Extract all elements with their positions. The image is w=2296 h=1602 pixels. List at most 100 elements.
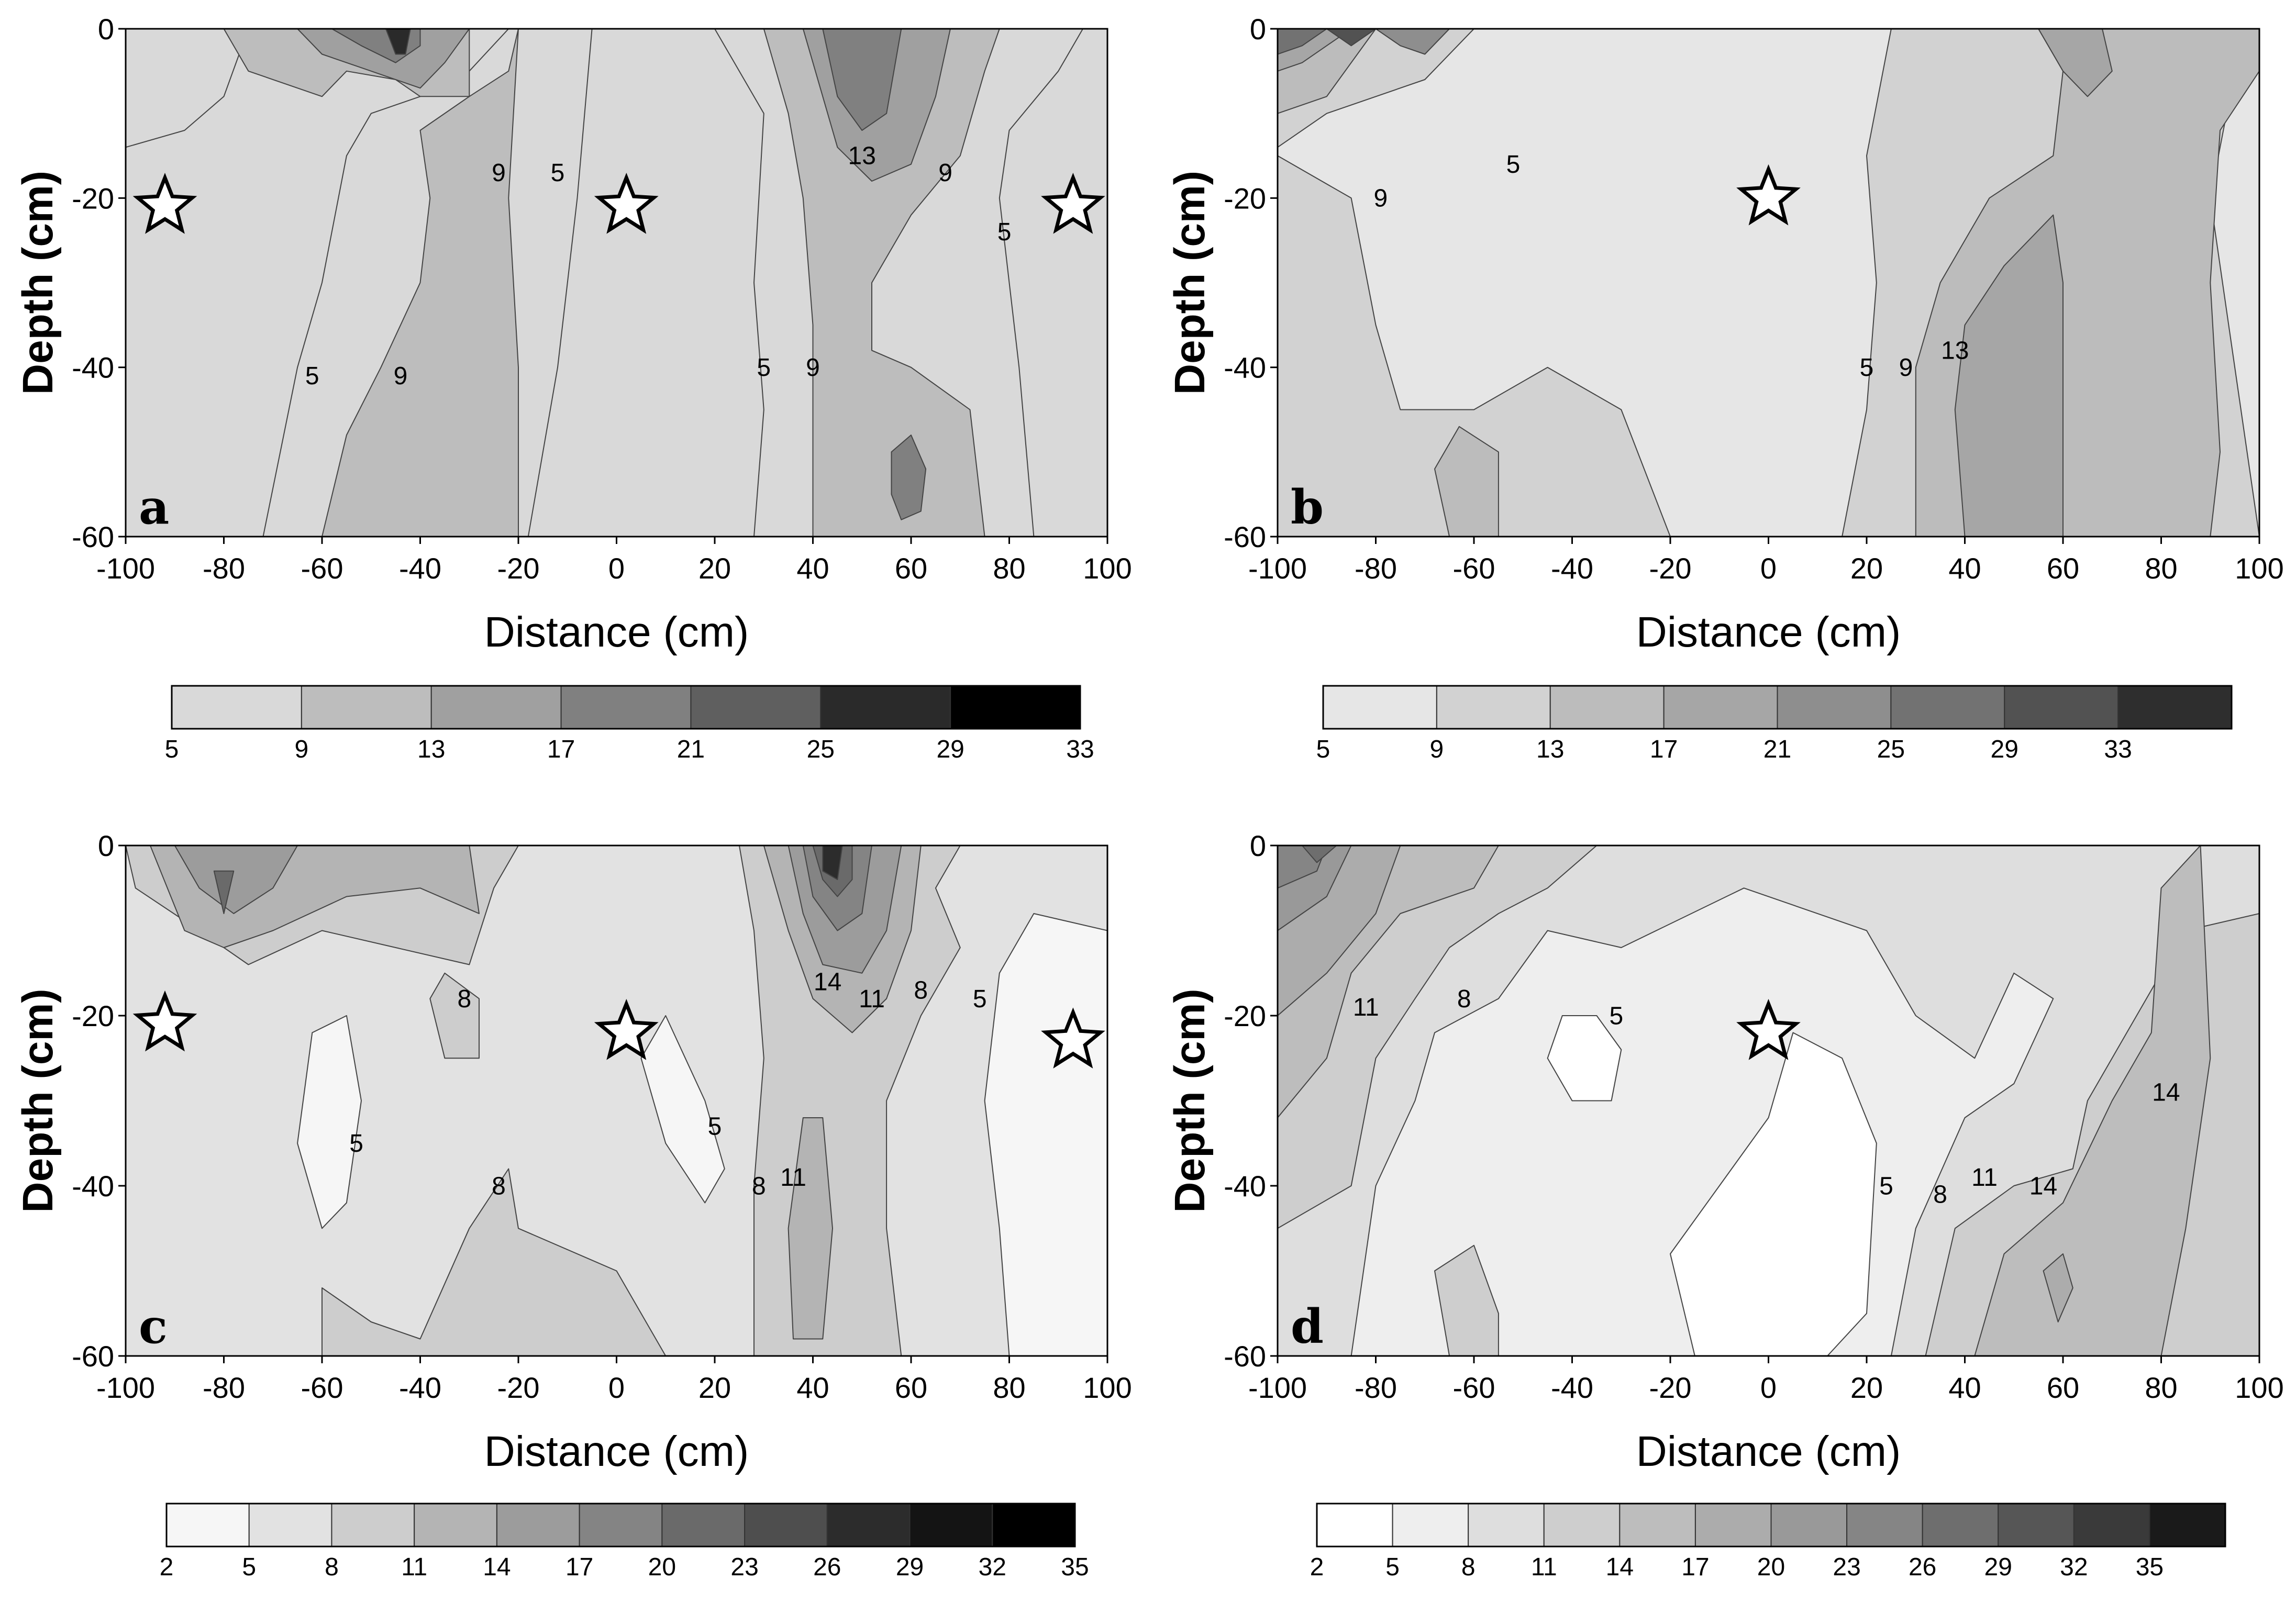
- y-axis-title: Depth (cm): [1166, 988, 1214, 1212]
- colorbar-tick-label: 13: [417, 736, 445, 763]
- colorbar-tick-label: 25: [807, 736, 835, 763]
- y-tick-label: -40: [1224, 351, 1266, 384]
- contour-region: [213, 870, 235, 914]
- x-tick-label: -100: [1248, 552, 1307, 585]
- contour-label: 9: [394, 362, 408, 390]
- contour-region: [1954, 214, 2064, 537]
- x-tick-label: 40: [1948, 1371, 1981, 1404]
- x-tick-label: -40: [1551, 1371, 1593, 1404]
- contour-region: [822, 29, 902, 131]
- contour-region: [1434, 1244, 1499, 1356]
- contour-label: 9: [1899, 354, 1913, 382]
- colorbar-segment: [1846, 1503, 1923, 1547]
- x-tick-label: 80: [2145, 1371, 2177, 1404]
- x-tick-label: 40: [1948, 552, 1981, 585]
- y-tick-label: -60: [1224, 1340, 1266, 1373]
- x-tick-label: 100: [2235, 552, 2283, 585]
- colorbar-segment: [248, 1503, 332, 1547]
- colorbar: 2 5 8 11 14 17 20 23 26 29 32 35: [1310, 1503, 2226, 1581]
- colorbar-tick-label: 23: [730, 1553, 758, 1581]
- x-tick-label: 40: [796, 552, 829, 585]
- colorbar-segment: [560, 685, 692, 729]
- colorbar-segment: [1316, 1503, 1393, 1547]
- contour-region: [1326, 29, 1377, 47]
- colorbar-segment: [301, 685, 432, 729]
- panel-a: -100 -80 -60 -40 -20 0 20 40 60 80 100 0 -20 -40 -60 Di…: [14, 13, 1132, 763]
- contour-region: [640, 1015, 725, 1204]
- contour-label: 8: [1933, 1181, 1947, 1209]
- contour-region: [1375, 29, 1450, 55]
- x-tick-label: 20: [698, 552, 731, 585]
- contour-fills: [1278, 846, 2259, 1356]
- panel-letter: b: [1291, 480, 1324, 535]
- star-marker: [132, 990, 197, 1052]
- colorbar-tick-label: 17: [1650, 736, 1678, 763]
- contour-label: 5: [1506, 151, 1521, 179]
- colorbar-segment: [1922, 1503, 1999, 1547]
- contour-region: [174, 846, 298, 914]
- x-tick-label: -80: [1355, 552, 1397, 585]
- colorbar-segment: [2004, 685, 2119, 729]
- panel-letter: c: [139, 1299, 168, 1354]
- contour-region: [385, 29, 411, 55]
- colorbar-tick-label: 35: [1061, 1553, 1089, 1581]
- x-tick-label: 80: [993, 552, 1025, 585]
- colorbar-tick-label: 2: [160, 1553, 174, 1581]
- y-tick-label: 0: [1250, 13, 1266, 46]
- star-marker: [1736, 164, 1801, 226]
- x-tick-label: 0: [1760, 1371, 1777, 1404]
- x-tick-label: 100: [1083, 1371, 1132, 1404]
- x-tick-label: 100: [1083, 552, 1132, 585]
- colorbar-segment: [1323, 685, 1437, 729]
- colorbar-tick-label: 20: [648, 1553, 676, 1581]
- x-tick-label: -40: [399, 1371, 441, 1404]
- contour-label: 11: [859, 985, 885, 1013]
- y-tick-label: -60: [72, 520, 114, 553]
- contour-label: 13: [848, 142, 876, 170]
- contour-region: [1974, 846, 2211, 1356]
- contour-region: [1278, 155, 1671, 537]
- x-tick-label: 60: [2047, 1371, 2079, 1404]
- colorbar-tick-label: 5: [1385, 1553, 1400, 1581]
- contour-label: 8: [458, 985, 472, 1013]
- x-tick-label: -20: [497, 1371, 540, 1404]
- x-tick-label: -80: [1355, 1371, 1397, 1404]
- contour-label: 14: [2029, 1172, 2057, 1200]
- y-tick-label: -40: [1224, 1170, 1266, 1203]
- colorbar-tick-label: 35: [2136, 1553, 2164, 1581]
- colorbar-segment: [1543, 1503, 1621, 1547]
- contour-label: 9: [1374, 185, 1388, 213]
- contour-region: [1434, 426, 1499, 537]
- colorbar-segment: [1998, 1503, 2075, 1547]
- colorbar-tick-label: 9: [295, 736, 309, 763]
- y-tick-label: -20: [72, 182, 114, 215]
- colorbar-segment: [820, 685, 951, 729]
- colorbar: 5 9 13 17 21 25 29 33: [1316, 685, 2233, 763]
- colorbar-tick-label: 5: [242, 1553, 256, 1581]
- x-tick-label: -100: [96, 552, 155, 585]
- colorbar-tick-label: 17: [1681, 1553, 1709, 1581]
- colorbar-tick-label: 29: [1984, 1553, 2012, 1581]
- star-marker: [132, 172, 197, 234]
- contour-fills: [126, 29, 1084, 537]
- contour-label: 8: [914, 977, 928, 1005]
- contour-label: 5: [973, 985, 987, 1013]
- x-tick-label: 0: [608, 1371, 625, 1404]
- contour-region: [1547, 1015, 1622, 1102]
- contour-label: 14: [2152, 1079, 2180, 1107]
- colorbar-segment: [496, 1503, 580, 1547]
- x-tick-label: -40: [1551, 552, 1593, 585]
- contour-region: [321, 1168, 667, 1356]
- colorbar-segment: [171, 685, 302, 729]
- colorbar-segment: [331, 1503, 415, 1547]
- x-tick-label: 80: [993, 1371, 1025, 1404]
- colorbar: 2 5 8 11 14 17 20 23 26 29 32 35: [160, 1503, 1089, 1581]
- x-tick-label: -60: [1453, 1371, 1495, 1404]
- colorbar-segment: [909, 1503, 993, 1547]
- x-axis-title: Distance (cm): [484, 608, 749, 656]
- colorbar-tick-label: 32: [979, 1553, 1006, 1581]
- x-tick-label: -40: [399, 552, 441, 585]
- x-tick-label: -20: [1649, 552, 1692, 585]
- colorbar-tick-label: 21: [1763, 736, 1791, 763]
